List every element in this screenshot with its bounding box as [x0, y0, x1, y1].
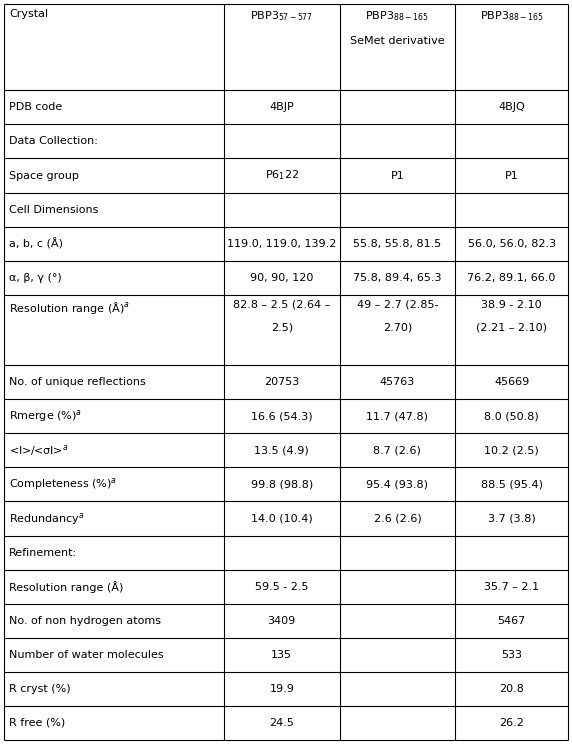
Text: Refinement:: Refinement:	[9, 548, 77, 557]
Text: 90, 90, 120: 90, 90, 120	[250, 273, 313, 283]
Text: 24.5: 24.5	[269, 718, 294, 728]
Text: 95.4 (93.8): 95.4 (93.8)	[367, 479, 428, 490]
Text: 26.2: 26.2	[499, 718, 524, 728]
Text: No. of unique reflections: No. of unique reflections	[9, 377, 146, 387]
Text: 99.8 (98.8): 99.8 (98.8)	[251, 479, 313, 490]
Text: 3409: 3409	[268, 616, 296, 626]
Text: 56.0, 56.0, 82.3: 56.0, 56.0, 82.3	[467, 239, 555, 248]
Text: Space group: Space group	[9, 170, 79, 181]
Text: 14.0 (10.4): 14.0 (10.4)	[251, 513, 313, 524]
Text: 20753: 20753	[264, 377, 299, 387]
Text: Rmerge (%)$^{a}$: Rmerge (%)$^{a}$	[9, 408, 82, 424]
Text: a, b, c (Å): a, b, c (Å)	[9, 238, 63, 249]
Text: 45763: 45763	[380, 377, 415, 387]
Text: 38.9 - 2.10

(2.21 – 2.10): 38.9 - 2.10 (2.21 – 2.10)	[476, 300, 547, 333]
Text: PBP3$_{88-165}$

SeMet derivative: PBP3$_{88-165}$ SeMet derivative	[350, 9, 444, 46]
Text: Resolution range (Å): Resolution range (Å)	[9, 581, 124, 593]
Text: Redundancy$^{a}$: Redundancy$^{a}$	[9, 510, 85, 527]
Text: PDB code: PDB code	[9, 103, 62, 112]
Text: 119.0, 119.0, 139.2: 119.0, 119.0, 139.2	[227, 239, 336, 248]
Text: R free (%): R free (%)	[9, 718, 65, 728]
Text: 4BJP: 4BJP	[269, 103, 294, 112]
Text: 75.8, 89.4, 65.3: 75.8, 89.4, 65.3	[353, 273, 442, 283]
Text: P1: P1	[391, 170, 404, 181]
Text: 8.0 (50.8): 8.0 (50.8)	[484, 411, 539, 421]
Text: Resolution range (Å)$^{a}$: Resolution range (Å)$^{a}$	[9, 300, 130, 315]
Text: 533: 533	[501, 650, 522, 660]
Text: 35.7 – 2.1: 35.7 – 2.1	[484, 582, 539, 591]
Text: 49 – 2.7 (2.85-

2.70): 49 – 2.7 (2.85- 2.70)	[356, 300, 438, 333]
Text: Data Collection:: Data Collection:	[9, 136, 98, 147]
Text: Crystal: Crystal	[9, 9, 48, 19]
Text: R cryst (%): R cryst (%)	[9, 684, 70, 694]
Text: 11.7 (47.8): 11.7 (47.8)	[367, 411, 428, 421]
Text: 10.2 (2.5): 10.2 (2.5)	[484, 446, 539, 455]
Text: 13.5 (4.9): 13.5 (4.9)	[255, 446, 309, 455]
Text: 20.8: 20.8	[499, 684, 524, 694]
Text: 45669: 45669	[494, 377, 529, 387]
Text: 76.2, 89.1, 66.0: 76.2, 89.1, 66.0	[467, 273, 556, 283]
Text: 88.5 (95.4): 88.5 (95.4)	[480, 479, 543, 490]
Text: <I>/<σI>$^{a}$: <I>/<σI>$^{a}$	[9, 443, 69, 458]
Text: P6$_1$22: P6$_1$22	[265, 169, 299, 182]
Text: PBP3$_{57-577}$: PBP3$_{57-577}$	[251, 9, 313, 23]
Text: 5467: 5467	[498, 616, 526, 626]
Text: No. of non hydrogen atoms: No. of non hydrogen atoms	[9, 616, 161, 626]
Text: Number of water molecules: Number of water molecules	[9, 650, 164, 660]
Text: 59.5 - 2.5: 59.5 - 2.5	[255, 582, 308, 591]
Text: 8.7 (2.6): 8.7 (2.6)	[374, 446, 422, 455]
Text: PBP3$_{88-165}$: PBP3$_{88-165}$	[480, 9, 543, 23]
Text: P1: P1	[505, 170, 518, 181]
Text: Cell Dimensions: Cell Dimensions	[9, 205, 98, 214]
Text: 82.8 – 2.5 (2.64 –

2.5): 82.8 – 2.5 (2.64 – 2.5)	[233, 300, 331, 333]
Text: Completeness (%)$^{a}$: Completeness (%)$^{a}$	[9, 476, 117, 493]
Text: 3.7 (3.8): 3.7 (3.8)	[488, 513, 535, 524]
Text: 55.8, 55.8, 81.5: 55.8, 55.8, 81.5	[353, 239, 442, 248]
Text: 16.6 (54.3): 16.6 (54.3)	[251, 411, 312, 421]
Text: 4BJQ: 4BJQ	[498, 103, 525, 112]
Text: 19.9: 19.9	[269, 684, 294, 694]
Text: 135: 135	[271, 650, 292, 660]
Text: α, β, γ (°): α, β, γ (°)	[9, 273, 62, 283]
Text: 2.6 (2.6): 2.6 (2.6)	[374, 513, 421, 524]
